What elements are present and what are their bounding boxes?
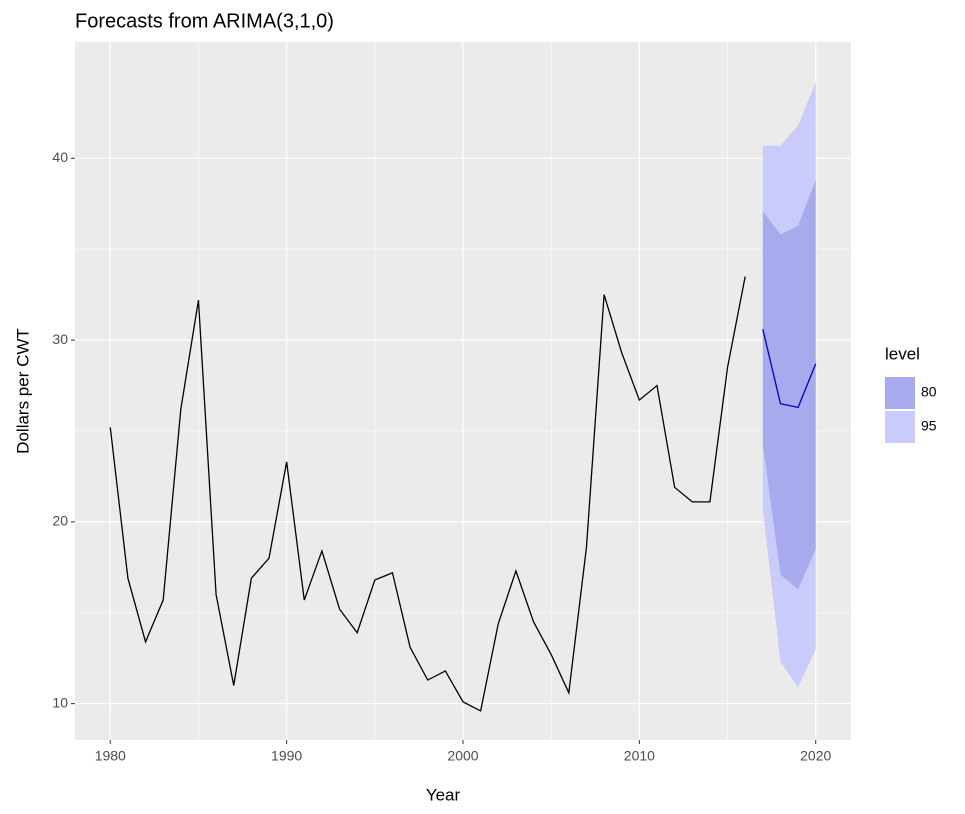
x-tick-label: 1980: [95, 748, 126, 764]
legend-key: [885, 411, 915, 443]
grid: [75, 42, 851, 740]
y-tick-label: 30: [52, 331, 68, 347]
legend-label: 80: [921, 384, 937, 400]
marks: [109, 81, 817, 712]
legend-label: 95: [921, 418, 937, 434]
x-tick-label: 2010: [624, 748, 655, 764]
observed-line: [109, 276, 746, 712]
legend-title: level: [885, 344, 920, 363]
x-tick-label: 1990: [271, 748, 302, 764]
legend-key: [885, 377, 915, 409]
x-tick-label: 2020: [800, 748, 831, 764]
y-tick-label: 20: [52, 513, 68, 529]
x-tick-label: 2000: [447, 748, 478, 764]
forecast-line: [762, 329, 817, 409]
chart-title: Forecasts from ARIMA(3,1,0): [75, 10, 334, 32]
prediction-band: [762, 180, 816, 590]
y-tick-label: 10: [52, 694, 68, 710]
y-tick-label: 40: [52, 149, 68, 165]
y-axis-label: Dollars per CWT: [13, 328, 32, 454]
x-axis-label: Year: [426, 785, 461, 804]
